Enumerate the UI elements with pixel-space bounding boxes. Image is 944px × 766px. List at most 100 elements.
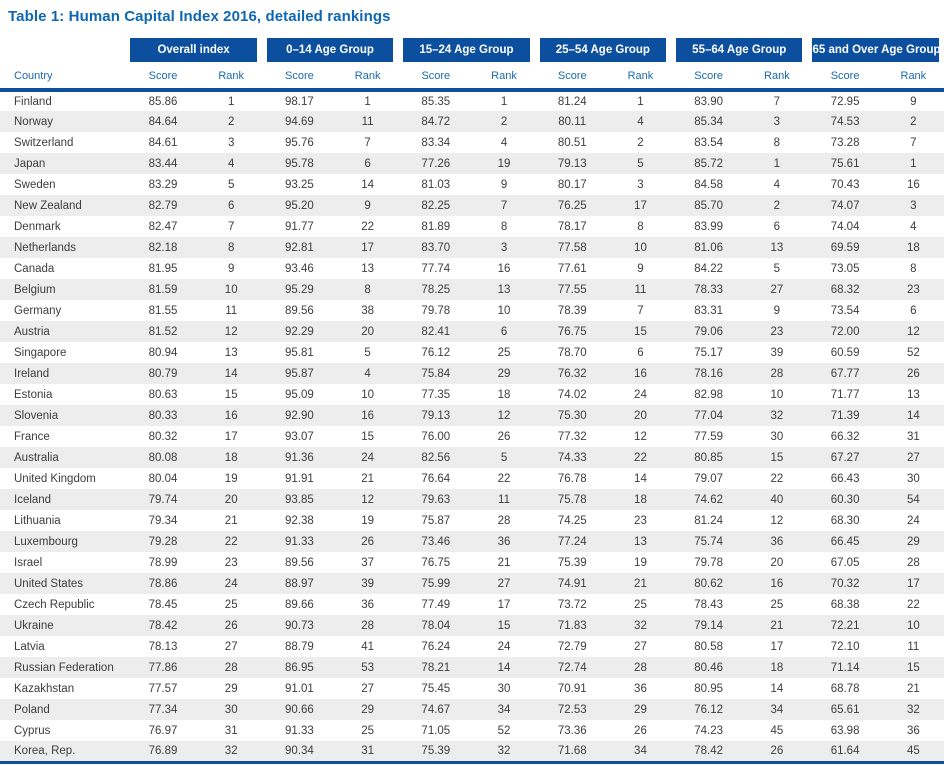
rank-cell: 16 xyxy=(906,178,920,191)
country-cell: Poland xyxy=(0,699,126,720)
group-header-label: 25–54 Age Group xyxy=(539,38,667,62)
score-cell: 73.28 xyxy=(830,136,860,149)
country-cell: Austria xyxy=(0,321,126,342)
rank-cell: 7 xyxy=(637,304,644,317)
score-cell: 81.24 xyxy=(694,514,724,527)
rank-cell: 15 xyxy=(224,388,238,401)
group-header-label: Overall index xyxy=(130,38,257,62)
score-cell: 84.72 xyxy=(398,111,474,132)
score-cell: 98.17 xyxy=(285,95,314,108)
score-cell: 80.94 xyxy=(148,346,178,359)
score-cell: 74.91 xyxy=(534,573,610,594)
rank-cell: 13 xyxy=(224,346,238,359)
country-cell: Slovenia xyxy=(0,405,126,426)
country-cell: France xyxy=(14,430,50,443)
rank-cell: 3 xyxy=(227,136,235,149)
score-cell: 81.52 xyxy=(125,321,201,342)
score-cell: 74.33 xyxy=(534,447,610,468)
rank-cell: 25 xyxy=(770,598,784,611)
score-cell: 71.83 xyxy=(534,615,610,636)
score-cell: 80.11 xyxy=(534,111,610,132)
score-cell: 75.17 xyxy=(694,346,724,359)
score-cell: 80.51 xyxy=(557,136,587,149)
rank-cell: 11 xyxy=(337,111,399,132)
rank-cell: 30 xyxy=(770,430,784,443)
score-cell: 83.44 xyxy=(125,153,201,174)
score-cell: 74.02 xyxy=(557,388,587,401)
rank-cell: 13 xyxy=(609,531,672,552)
rank-cell: 2 xyxy=(882,111,944,132)
score-cell: 81.24 xyxy=(557,95,587,108)
rank-cell: 9 xyxy=(337,195,399,216)
rank-cell: 1 xyxy=(746,153,808,174)
rank-cell: 11 xyxy=(609,279,672,300)
rank-cell: 1 xyxy=(227,95,235,108)
country-cell: Latvia xyxy=(14,640,45,653)
score-cell: 76.12 xyxy=(671,699,747,720)
rank-cell: 17 xyxy=(770,640,784,653)
rank-cell: 32 xyxy=(200,741,262,762)
score-cell: 82.47 xyxy=(148,220,178,233)
score-cell: 80.32 xyxy=(148,430,178,443)
score-cell: 80.08 xyxy=(125,447,201,468)
score-cell: 79.13 xyxy=(534,153,610,174)
table-row: Cyprus 76.97 31 91.33 25 71.05 52 73.36 26 74.23 4… xyxy=(0,720,944,741)
rank-cell: 6 xyxy=(200,195,262,216)
score-cell: 72.74 xyxy=(534,657,610,678)
country-cell: Netherlands xyxy=(0,237,126,258)
rank-cell: 19 xyxy=(473,153,535,174)
rank-cell: 10 xyxy=(200,279,262,300)
rank-cell: 15 xyxy=(361,430,374,443)
score-cell: 78.42 xyxy=(125,615,201,636)
score-cell: 73.05 xyxy=(830,262,860,275)
rank-cell: 12 xyxy=(634,430,647,443)
subheader-row: Country Score Rank Score Rank Score Rank… xyxy=(0,64,944,90)
rank-cell: 11 xyxy=(907,640,920,653)
rank-cell: 21 xyxy=(497,556,511,569)
score-cell: 76.78 xyxy=(557,472,587,485)
rank-cell: 32 xyxy=(882,699,944,720)
group-header-15-24: 15–24 Age Group xyxy=(398,38,534,64)
rank-cell: 26 xyxy=(200,615,262,636)
rank-cell: 28 xyxy=(200,657,262,678)
table-row: Germany 81.55 11 89.56 38 79.78 10 78.39 7 83.31 9… xyxy=(0,300,944,321)
score-cell: 70.43 xyxy=(830,178,860,191)
rank-cell: 8 xyxy=(200,237,262,258)
country-cell: Belgium xyxy=(0,279,126,300)
group-header-label: 15–24 Age Group xyxy=(403,38,530,62)
rank-cell: 23 xyxy=(634,514,647,527)
rank-cell: 29 xyxy=(473,363,535,384)
score-column-header: Score xyxy=(148,70,178,82)
score-cell: 83.99 xyxy=(694,220,724,233)
rank-cell: 21 xyxy=(746,615,808,636)
table-row: Denmark 82.47 7 91.77 22 81.89 8 78.17 8 83.99 6 74… xyxy=(0,216,944,237)
country-cell: Germany xyxy=(14,304,62,317)
score-cell: 67.77 xyxy=(807,363,883,384)
rank-cell: 8 xyxy=(910,262,917,275)
rank-cell: 24 xyxy=(200,573,262,594)
rank-cell: 8 xyxy=(337,279,399,300)
score-cell: 81.55 xyxy=(148,304,178,317)
table-row: Belgium 81.59 10 95.29 8 78.25 13 77.55 11 78.33 2… xyxy=(0,279,944,300)
rank-cell: 15 xyxy=(882,657,944,678)
score-cell: 76.32 xyxy=(534,363,610,384)
rank-cell: 27 xyxy=(224,640,238,653)
score-cell: 72.53 xyxy=(534,699,610,720)
score-cell: 88.97 xyxy=(261,573,338,594)
table-row: Korea, Rep. 76.89 32 90.34 31 75.39 32 71.68 34 7… xyxy=(0,741,944,762)
rank-cell: 53 xyxy=(337,657,399,678)
rank-cell: 32 xyxy=(746,405,808,426)
rank-cell: 27 xyxy=(634,640,647,653)
country-cell: Singapore xyxy=(14,346,67,359)
score-cell: 81.95 xyxy=(148,262,178,275)
score-column-header: Score xyxy=(694,70,724,82)
rank-cell: 15 xyxy=(609,321,672,342)
rank-cell: 29 xyxy=(337,699,399,720)
rank-cell: 26 xyxy=(634,724,647,737)
rank-cell: 10 xyxy=(609,237,672,258)
score-cell: 76.25 xyxy=(534,195,610,216)
score-cell: 90.34 xyxy=(261,741,338,762)
score-cell: 77.32 xyxy=(557,430,587,443)
rank-cell: 3 xyxy=(882,195,944,216)
rank-cell: 12 xyxy=(200,321,262,342)
